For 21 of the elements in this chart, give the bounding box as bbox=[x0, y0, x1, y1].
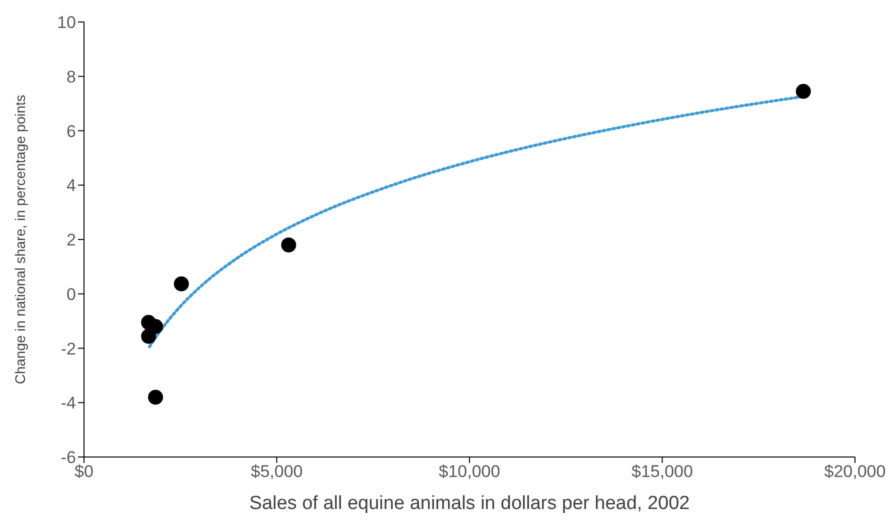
x-tick-label: $15,000 bbox=[632, 462, 693, 482]
y-tick-label: 2 bbox=[66, 230, 76, 250]
point bbox=[148, 390, 164, 405]
y-tick-label: -6 bbox=[60, 448, 76, 468]
x-tick-label: $0 bbox=[74, 462, 94, 482]
y-tick-label: 4 bbox=[66, 176, 76, 196]
y-tick-label: 0 bbox=[66, 284, 76, 304]
y-tick-label: -4 bbox=[60, 394, 76, 413]
point bbox=[174, 276, 189, 292]
y-tick-label: 8 bbox=[66, 67, 76, 86]
point bbox=[141, 328, 156, 344]
point bbox=[796, 84, 811, 99]
x-axis-title: Sales of all equine animals in dollars per head, 2002 bbox=[249, 493, 690, 514]
y-tick-label: 6 bbox=[66, 122, 76, 141]
x-tick-label: $10,000 bbox=[438, 462, 500, 482]
x-tick-label: $5,000 bbox=[250, 462, 303, 482]
x-tick-label: $20,000 bbox=[824, 462, 886, 482]
point bbox=[281, 237, 296, 252]
y-axis-title: Change in national share, in percentage points bbox=[12, 94, 28, 384]
y-tick-label: 10 bbox=[57, 13, 76, 32]
y-tick-label: -2 bbox=[60, 339, 76, 358]
